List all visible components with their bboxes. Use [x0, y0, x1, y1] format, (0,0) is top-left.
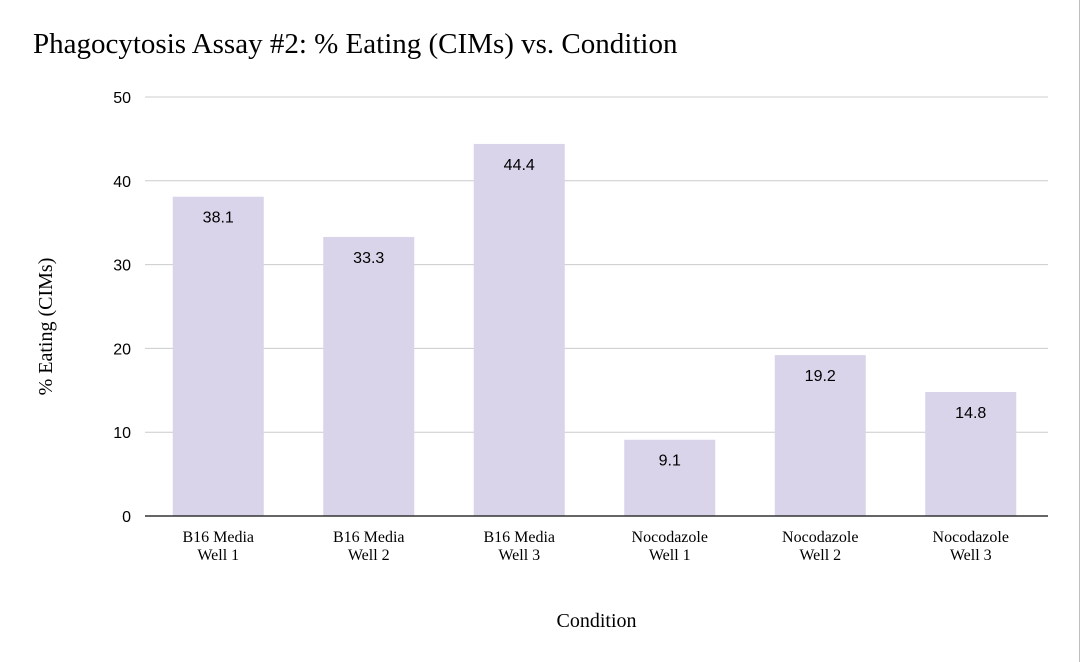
- data-label: 14.8: [955, 405, 986, 422]
- bar: [323, 236, 415, 517]
- bar: [624, 439, 716, 516]
- y-axis-ticks: 0 10 20 30 40 50: [113, 90, 131, 526]
- x-tick-label-line: B16 Media: [182, 529, 254, 546]
- window-edge-divider: [1079, 0, 1080, 662]
- x-tick-label: Nocodazole Well 3: [933, 529, 1009, 564]
- x-tick-label-line: Nocodazole: [933, 529, 1009, 546]
- data-labels: 38.1 33.3 44.4 9.1 19.2 14.8: [203, 157, 987, 470]
- bar: [925, 391, 1017, 516]
- x-tick-label-line: Nocodazole: [632, 529, 708, 546]
- y-tick-label: 40: [113, 174, 131, 191]
- x-tick-label-line: Well 2: [799, 547, 841, 564]
- y-tick-label: 10: [113, 425, 131, 442]
- x-tick-label-line: Well 2: [348, 547, 390, 564]
- y-tick-label: 30: [113, 258, 131, 275]
- x-tick-label: Nocodazole Well 2: [782, 529, 858, 564]
- data-label: 9.1: [659, 453, 681, 470]
- x-tick-label: B16 Media Well 1: [182, 529, 254, 564]
- x-tick-label: Nocodazole Well 1: [632, 529, 708, 564]
- x-tick-label-line: Nocodazole: [782, 529, 858, 546]
- y-axis-title: % Eating (CIMs): [35, 258, 57, 396]
- gridlines: [145, 96, 1048, 433]
- bar: [172, 196, 264, 517]
- bars: [172, 143, 1017, 517]
- data-label: 19.2: [805, 368, 836, 385]
- x-tick-label-line: Well 1: [197, 547, 239, 564]
- data-label: 38.1: [203, 210, 234, 227]
- y-tick-label: 0: [122, 509, 131, 526]
- y-tick-label: 50: [113, 90, 131, 107]
- x-axis-title: Condition: [556, 610, 636, 632]
- data-label: 44.4: [504, 157, 535, 174]
- bar: [473, 143, 565, 517]
- x-tick-label: B16 Media Well 2: [333, 529, 405, 564]
- chart-title: Phagocytosis Assay #2: % Eating (CIMs) v…: [33, 28, 678, 60]
- x-tick-label-line: B16 Media: [483, 529, 555, 546]
- data-label: 33.3: [353, 250, 384, 267]
- bar: [774, 355, 866, 516]
- x-tick-label-line: Well 3: [950, 547, 992, 564]
- x-tick-label-line: Well 3: [498, 547, 540, 564]
- x-tick-label: B16 Media Well 3: [483, 529, 555, 564]
- x-tick-label-line: B16 Media: [333, 529, 405, 546]
- x-tick-label-line: Well 1: [649, 547, 691, 564]
- y-tick-label: 20: [113, 341, 131, 358]
